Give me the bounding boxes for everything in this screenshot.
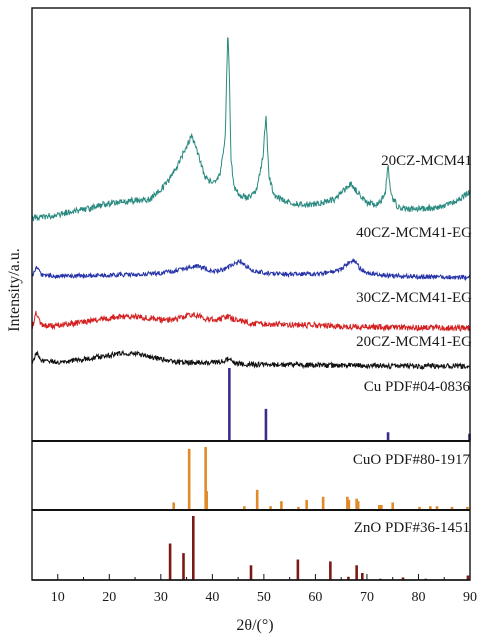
x-axis-title: 2θ/(°): [236, 617, 273, 634]
reference-label: ZnO PDF#36-1451: [354, 520, 470, 536]
y-axis-title: Intensity/a.u.: [6, 248, 23, 332]
x-tick-label: 10: [51, 590, 65, 605]
axes: 10 20 30 40 50 60 70 80 90: [31, 7, 477, 605]
x-tick-label: 30: [154, 590, 168, 605]
series-line-30cz-mcm41-eg: [31, 310, 471, 333]
x-tick-label: 90: [463, 590, 477, 605]
x-tick-label: 20: [102, 590, 116, 605]
series-labels: 20CZ-MCM41 40CZ-MCM41-EG 30CZ-MCM41-EG 20CZ…: [353, 153, 472, 536]
x-tick-label: 80: [411, 590, 425, 605]
series-label: 40CZ-MCM41-EG: [356, 225, 472, 241]
x-tick-label: 40: [205, 590, 219, 605]
reference-label: CuO PDF#80-1917: [353, 452, 471, 468]
series-label: 30CZ-MCM41-EG: [356, 290, 472, 306]
series-label: 20CZ-MCM41-EG: [356, 334, 472, 350]
series-label: 20CZ-MCM41: [381, 153, 472, 169]
series-line-20cz-mcm41-eg: [31, 349, 471, 371]
reference-label: Cu PDF#04-0836: [364, 379, 471, 395]
x-tick-label: 70: [360, 590, 374, 605]
x-tick-label: 50: [257, 590, 271, 605]
reference-patterns-panels: [168, 368, 471, 580]
experimental-patterns-panel: [31, 37, 471, 371]
series-line-40cz-mcm41-eg: [31, 258, 471, 282]
series-line-20cz-mcm41: [31, 37, 471, 222]
x-tick-label: 60: [308, 590, 322, 605]
